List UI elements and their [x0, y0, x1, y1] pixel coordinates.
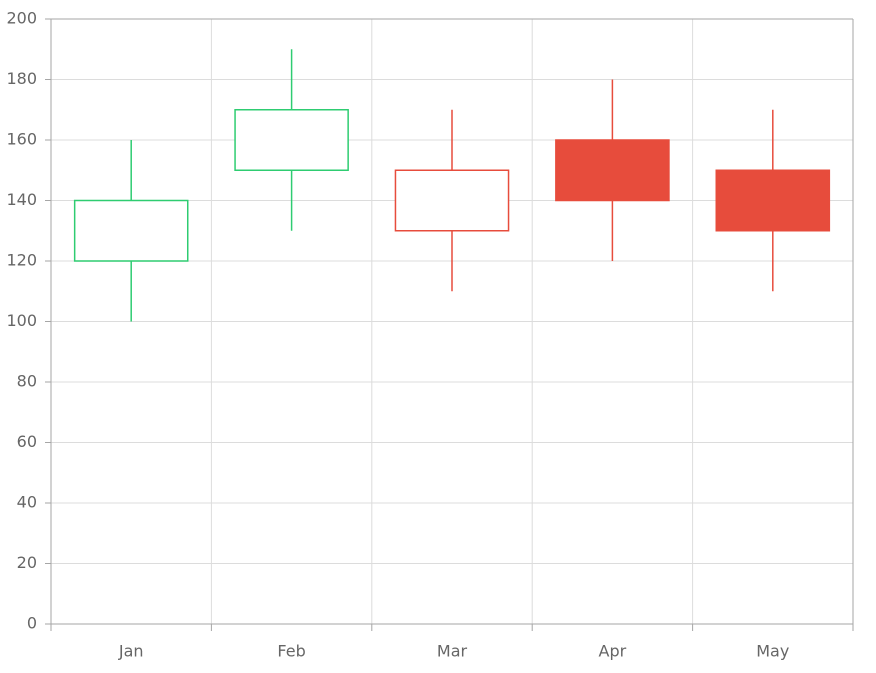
candle-body — [234, 109, 349, 171]
y-tick-label: 180 — [6, 69, 37, 88]
candle-body — [715, 169, 831, 232]
x-tick-label: Feb — [277, 642, 305, 661]
y-tick-label: 140 — [6, 190, 37, 209]
y-tick-label: 100 — [6, 311, 37, 330]
candle-body — [73, 199, 189, 262]
x-tick-label: May — [756, 642, 789, 661]
candle-body — [394, 169, 510, 232]
x-tick-label: Jan — [118, 642, 144, 661]
y-tick-label: 200 — [6, 9, 37, 28]
x-tick-label: Mar — [437, 642, 468, 661]
x-tick-label: Apr — [599, 642, 627, 661]
y-tick-label: 40 — [17, 493, 37, 512]
y-tick-label: 60 — [17, 432, 37, 451]
y-tick-label: 160 — [6, 130, 37, 149]
y-tick-label: 120 — [6, 251, 37, 270]
y-tick-label: 80 — [17, 372, 37, 391]
y-tick-label: 20 — [17, 553, 37, 572]
y-tick-label: 0 — [27, 614, 37, 633]
candle-body — [555, 139, 670, 202]
